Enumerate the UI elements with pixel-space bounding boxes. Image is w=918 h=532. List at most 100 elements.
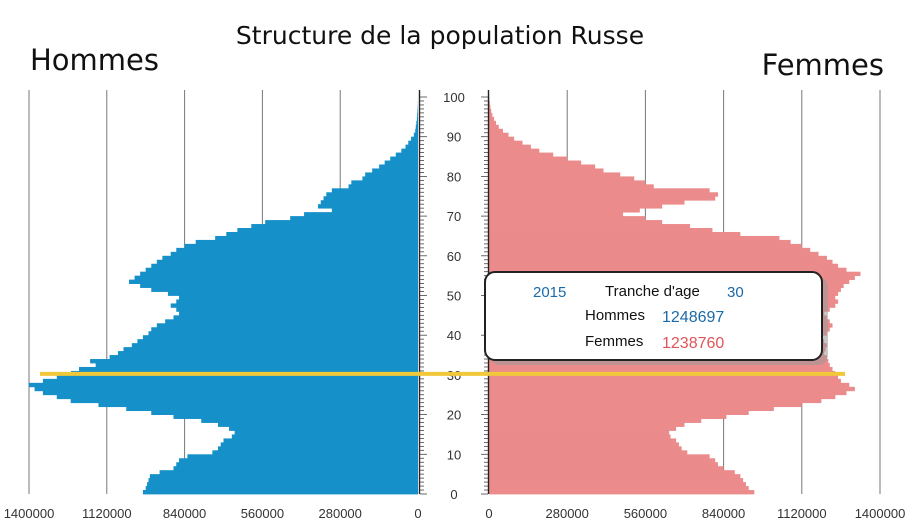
female-bar	[489, 204, 663, 209]
male-bar	[70, 398, 418, 404]
tooltip-female-value: 1238760	[662, 335, 724, 352]
female-bar	[489, 188, 710, 193]
tooltip-male-value: 1248697	[662, 309, 724, 326]
female-bar	[489, 228, 713, 233]
female-bar	[489, 208, 640, 213]
male-bar	[390, 156, 418, 161]
female-bar	[489, 247, 811, 253]
female-bar	[489, 120, 496, 126]
male-bar	[148, 478, 418, 483]
female-bar	[489, 259, 833, 265]
female-bar	[489, 108, 492, 114]
female-bar	[489, 414, 727, 419]
male-bar	[140, 283, 418, 288]
chart-title: Structure de la population Russe	[236, 21, 644, 50]
tooltip-female-label: Femmes	[585, 333, 643, 350]
tooltip-male-label: Hommes	[585, 307, 645, 324]
male-bar	[29, 382, 418, 388]
male-bar	[117, 351, 419, 356]
female-bar	[489, 184, 654, 189]
male-bar	[411, 136, 418, 142]
male-bar	[142, 490, 418, 495]
female-bar	[489, 128, 503, 134]
male-bar	[145, 267, 418, 273]
female-tick-label: 0	[485, 506, 492, 521]
female-bar	[489, 176, 635, 181]
female-bar	[489, 144, 531, 150]
female-bar	[489, 148, 540, 153]
male-bar	[365, 172, 418, 177]
age-axis: 0102030405060708090100	[418, 90, 490, 502]
male-bar	[415, 124, 418, 130]
male-bar	[179, 458, 418, 463]
male-bar	[165, 319, 418, 324]
male-bar	[173, 466, 418, 471]
male-bar	[159, 470, 419, 475]
male-tick-labels: 1400000 1120000 840000 560000 280000 0	[4, 506, 422, 521]
female-bar	[489, 192, 719, 197]
male-bar	[145, 486, 418, 491]
male-bar	[417, 112, 418, 118]
right-series-label: Femmes	[762, 48, 884, 82]
male-bar	[231, 434, 418, 439]
female-tick-label: 280000	[546, 506, 589, 521]
male-bar	[173, 414, 418, 419]
female-bar	[489, 482, 746, 487]
male-bar	[140, 271, 418, 277]
female-bar	[489, 231, 741, 237]
female-bar	[489, 410, 749, 415]
male-bar	[413, 132, 418, 138]
male-bar	[109, 355, 418, 360]
male-bar	[326, 192, 418, 197]
female-bar	[489, 486, 749, 491]
male-bar	[151, 263, 418, 269]
female-bar	[489, 434, 671, 439]
female-bar	[489, 200, 685, 205]
male-bar	[170, 303, 418, 308]
male-tick-label: 0	[414, 506, 421, 521]
female-bar	[489, 474, 741, 479]
male-bar	[417, 108, 418, 114]
male-bar	[176, 299, 418, 304]
female-bar	[489, 124, 499, 130]
age-tick-label: 40	[447, 328, 461, 343]
female-bar	[489, 406, 774, 412]
male-bar	[42, 390, 419, 396]
female-bar	[489, 378, 841, 384]
male-bar	[79, 366, 418, 372]
female-bar	[489, 180, 646, 185]
male-bar	[331, 208, 418, 213]
male-bar	[217, 446, 418, 451]
female-bar	[489, 438, 677, 443]
male-bar	[147, 482, 418, 487]
female-tick-label: 1120000	[777, 506, 827, 521]
male-bar	[187, 454, 418, 459]
female-bar	[489, 132, 509, 138]
male-bar	[265, 220, 418, 225]
male-bar	[126, 406, 418, 412]
female-bar	[489, 466, 724, 471]
age-tick-label: 100	[443, 90, 465, 105]
male-bar	[220, 442, 418, 447]
male-bar	[331, 188, 418, 193]
age-tick-label: 80	[447, 169, 461, 184]
female-tick-labels: 0 280000 560000 840000 1120000 1400000	[485, 506, 905, 521]
male-bar	[156, 259, 419, 265]
female-bar	[489, 402, 802, 408]
male-bar	[34, 386, 419, 392]
male-bar	[123, 347, 418, 352]
female-bar	[489, 450, 688, 455]
age-tooltip: 2015 Tranche d'age 30 Hommes 1248697 Fem…	[484, 271, 828, 365]
male-bar	[229, 426, 418, 431]
male-bar	[401, 148, 418, 153]
male-bar	[151, 327, 418, 332]
female-bar	[489, 172, 621, 177]
male-bar	[173, 315, 418, 320]
tooltip-box	[484, 271, 823, 361]
male-bar	[317, 204, 418, 209]
male-bar	[348, 184, 418, 189]
male-bar	[379, 164, 418, 169]
male-bar	[56, 374, 419, 380]
female-bar	[489, 156, 568, 161]
male-bar	[176, 462, 418, 467]
